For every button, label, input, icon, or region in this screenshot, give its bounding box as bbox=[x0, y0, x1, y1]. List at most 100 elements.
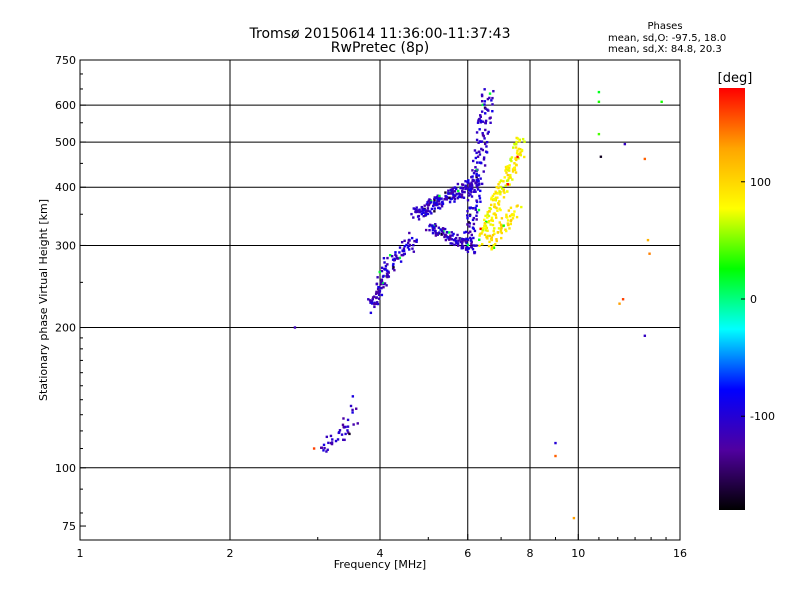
trace-point bbox=[486, 237, 489, 240]
trace-point bbox=[513, 168, 517, 172]
trace-point bbox=[475, 173, 478, 176]
trace-point bbox=[440, 205, 444, 208]
trace-point bbox=[434, 231, 437, 235]
trace-point bbox=[489, 121, 492, 124]
trace-point bbox=[483, 137, 486, 140]
colorbar-label: [deg] bbox=[718, 71, 753, 86]
trace-point bbox=[466, 237, 469, 241]
trace-point bbox=[472, 171, 476, 175]
trace-point bbox=[423, 204, 426, 207]
trace-point bbox=[394, 251, 397, 254]
trace-point bbox=[406, 246, 410, 249]
trace-point bbox=[450, 197, 454, 200]
trace-point bbox=[470, 175, 473, 179]
trace-point bbox=[497, 186, 500, 190]
trace-point bbox=[515, 140, 518, 144]
trace-point bbox=[470, 195, 474, 198]
trace-point bbox=[488, 206, 491, 210]
trace-point bbox=[417, 218, 421, 221]
trace-point bbox=[459, 240, 463, 244]
trace-point bbox=[445, 234, 448, 238]
trace-point bbox=[452, 232, 455, 236]
trace-point bbox=[498, 181, 501, 184]
trace-point bbox=[461, 246, 465, 250]
trace-point bbox=[503, 176, 506, 179]
trace-point bbox=[477, 174, 481, 177]
trace-point bbox=[475, 184, 478, 187]
trace-point bbox=[480, 110, 484, 113]
trace-point bbox=[398, 251, 401, 254]
trace-point bbox=[490, 246, 494, 249]
trace-point bbox=[470, 184, 474, 187]
trace-point bbox=[500, 187, 504, 190]
trace-point bbox=[478, 197, 482, 200]
trace-point bbox=[393, 257, 396, 261]
trace-point bbox=[433, 199, 436, 202]
trace-point bbox=[369, 301, 372, 304]
trace-point bbox=[484, 128, 487, 132]
trace-point bbox=[470, 181, 473, 185]
trace-point bbox=[494, 216, 498, 219]
trace-point bbox=[352, 423, 355, 426]
x-tick-label: 6 bbox=[464, 547, 471, 560]
trace-point bbox=[498, 207, 501, 210]
trace-point bbox=[472, 159, 475, 163]
trace-point bbox=[479, 189, 482, 193]
trace-point bbox=[475, 199, 478, 202]
trace-point bbox=[504, 184, 507, 187]
trace-point bbox=[424, 228, 428, 232]
trace-point bbox=[497, 227, 501, 230]
trace-point bbox=[414, 208, 418, 212]
trace-point bbox=[492, 89, 495, 93]
colorbar-tick-label: 100 bbox=[750, 176, 771, 189]
trace-point bbox=[471, 169, 474, 172]
trace-point bbox=[376, 291, 380, 295]
trace-point bbox=[449, 242, 452, 245]
trace-point bbox=[449, 188, 453, 191]
trace-point bbox=[485, 145, 488, 148]
trace-point bbox=[509, 219, 513, 223]
trace-point bbox=[466, 243, 470, 247]
trace-point bbox=[495, 239, 498, 243]
trace-point bbox=[351, 408, 354, 412]
data-point bbox=[621, 298, 625, 301]
trace-point bbox=[433, 207, 436, 210]
trace-point bbox=[374, 292, 378, 296]
trace-point bbox=[475, 151, 478, 155]
trace-point bbox=[476, 155, 480, 158]
trace-point bbox=[471, 248, 475, 251]
trace-point bbox=[481, 132, 484, 135]
trace-point bbox=[505, 171, 508, 174]
data-point bbox=[554, 441, 557, 445]
trace-point bbox=[506, 168, 510, 172]
trace-point bbox=[456, 197, 459, 200]
trace-point bbox=[512, 146, 515, 149]
trace-point bbox=[506, 219, 510, 222]
trace-point bbox=[494, 213, 497, 217]
trace-point bbox=[499, 185, 502, 189]
trace-point bbox=[412, 243, 415, 247]
trace-point bbox=[466, 216, 469, 220]
trace-point bbox=[475, 138, 479, 142]
trace-point bbox=[438, 198, 441, 201]
trace-point bbox=[437, 206, 440, 210]
trace-point bbox=[392, 266, 395, 269]
trace-point bbox=[518, 153, 522, 156]
trace-point bbox=[463, 239, 466, 242]
trace-point bbox=[457, 239, 460, 242]
trace-point bbox=[420, 212, 424, 216]
trace-point bbox=[369, 311, 373, 315]
trace-point bbox=[494, 242, 497, 246]
trace-point bbox=[444, 191, 447, 194]
trace-point bbox=[495, 238, 498, 241]
data-point bbox=[646, 238, 650, 242]
trace-point bbox=[478, 140, 482, 143]
trace-point bbox=[491, 103, 494, 106]
trace-point bbox=[412, 207, 415, 210]
trace-point bbox=[479, 227, 482, 231]
trace-point bbox=[518, 138, 522, 142]
trace-point bbox=[375, 282, 379, 285]
data-point bbox=[597, 132, 601, 136]
trace-point bbox=[323, 446, 326, 450]
trace-point bbox=[380, 293, 384, 297]
